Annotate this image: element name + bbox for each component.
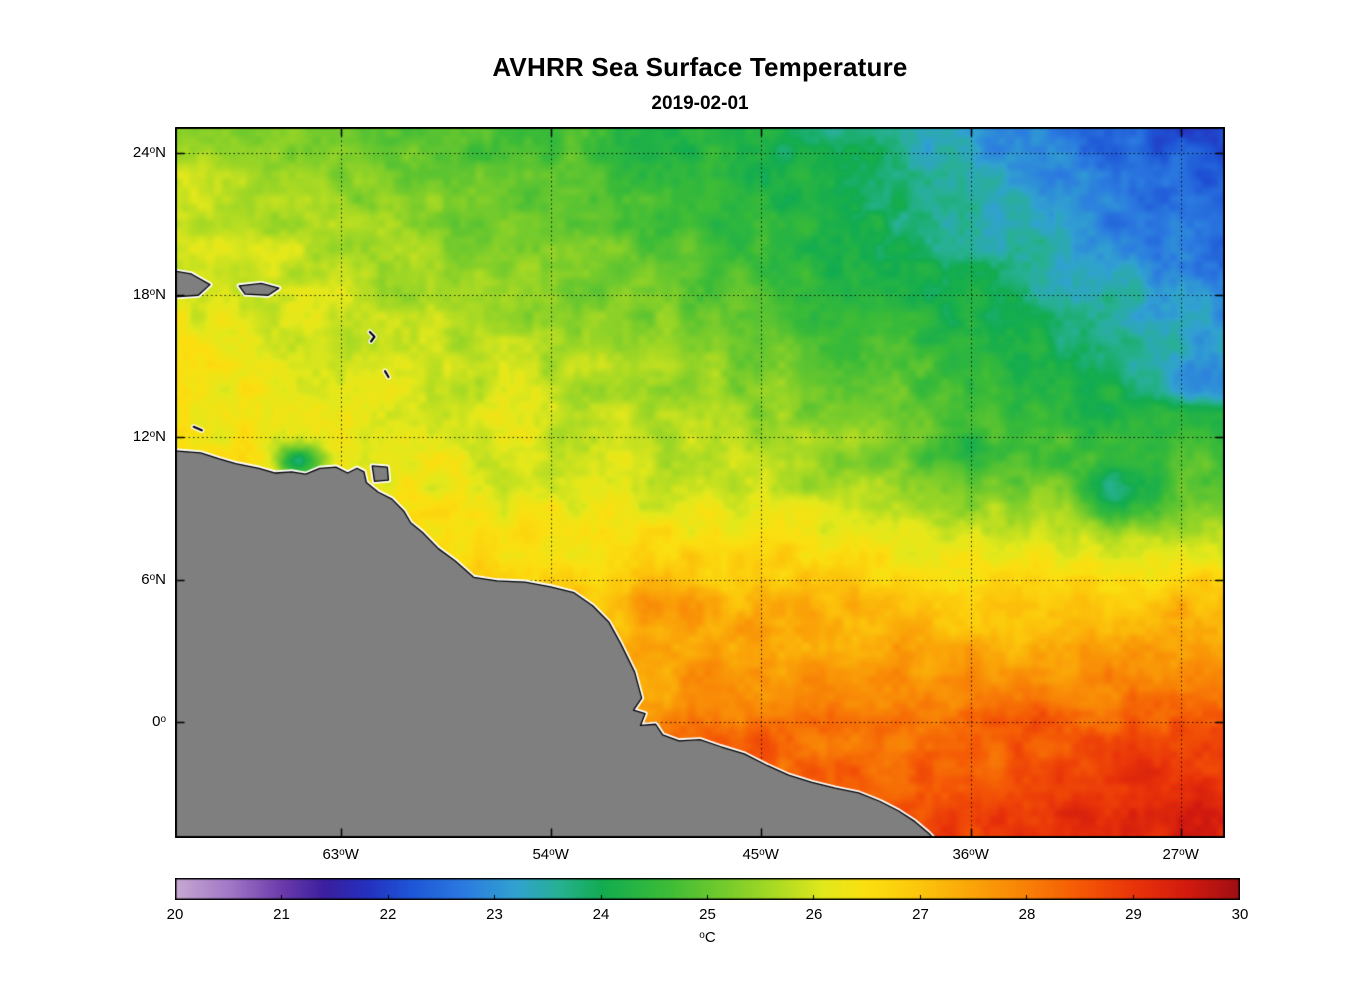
colorbar-gradient-canvas (175, 878, 1240, 900)
lon-tick-label: 63oW (322, 846, 359, 863)
colorbar-tick-label: 25 (699, 906, 716, 923)
lat-tick-label: 18oN (132, 286, 166, 304)
lon-tick-label: 45oW (742, 846, 779, 863)
unit-text: C (704, 929, 716, 946)
colorbar-tick-label: 21 (273, 906, 290, 923)
sst-heatmap-canvas (175, 127, 1225, 838)
colorbar-tick-label: 28 (1018, 906, 1036, 923)
lat-tick-label: 6oN (141, 570, 166, 588)
chart-subtitle: 2019-02-01 (651, 93, 749, 114)
colorbar-tick-label: 29 (1125, 906, 1142, 923)
lon-tick-label: 27oW (1162, 846, 1199, 863)
lon-tick-label: 36oW (952, 846, 989, 863)
colorbar-unit-label: oC (175, 929, 1240, 946)
lat-tick-label: 24oN (132, 144, 166, 162)
lat-tick-label: 0o (152, 712, 166, 730)
lon-tick-label: 54oW (532, 846, 569, 863)
chart-title: AVHRR Sea Surface Temperature (492, 52, 908, 82)
colorbar-tick-label: 23 (486, 906, 503, 923)
colorbar-tick-label: 26 (805, 906, 823, 923)
colorbar-tick-label: 24 (592, 906, 610, 923)
colorbar-tick-label: 22 (379, 906, 397, 923)
colorbar-tick-label: 27 (912, 906, 929, 923)
degree-symbol: o (699, 930, 705, 941)
colorbar-tick-label: 20 (166, 906, 184, 923)
lat-tick-label: 12oN (132, 428, 166, 446)
colorbar-tick-label: 30 (1231, 906, 1249, 923)
